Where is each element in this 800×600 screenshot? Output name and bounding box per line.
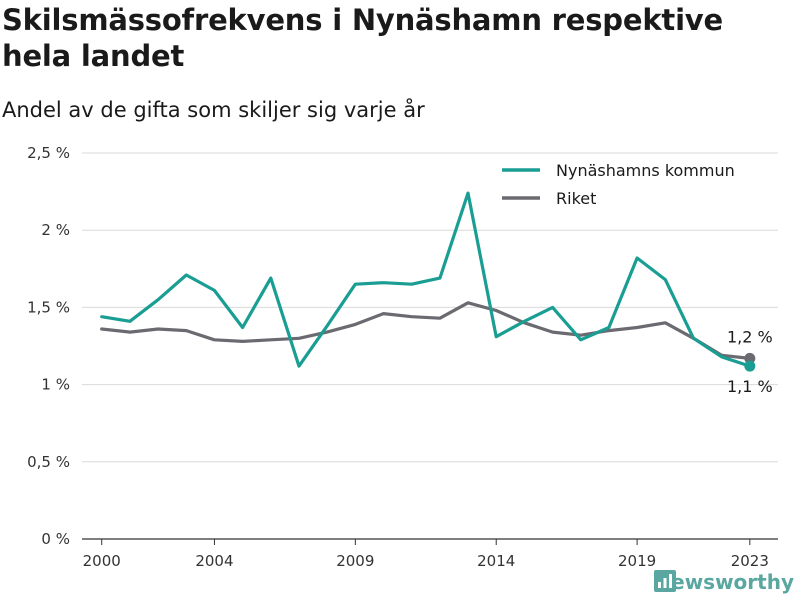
legend-label-kommun: Nynäshamns kommun <box>556 161 735 180</box>
y-tick-label: 0 % <box>41 530 70 548</box>
x-tick-label: 2019 <box>618 552 656 570</box>
y-tick-label: 2 % <box>41 221 70 239</box>
x-tick-label: 2009 <box>336 552 374 570</box>
end-point-kommun <box>744 360 756 372</box>
chart-subtitle: Andel av de gifta som skiljer sig varje … <box>2 98 425 122</box>
legend: Nynäshamns kommun Riket <box>502 161 735 208</box>
end-labels: 1,2 % 1,1 % <box>727 327 773 396</box>
y-axis-ticks: 0 % 0,5 % 1 % 1,5 % 2 % 2,5 % <box>27 144 70 548</box>
legend-label-riket: Riket <box>556 189 596 208</box>
x-tick-label: 2004 <box>195 552 233 570</box>
y-tick-label: 0,5 % <box>27 453 70 471</box>
brand-name: Newsworthy <box>654 570 794 594</box>
x-tick-label: 2000 <box>83 552 121 570</box>
newsworthy-icon <box>654 570 677 592</box>
end-point-riket <box>744 352 756 364</box>
y-tick-label: 1,5 % <box>27 298 70 316</box>
y-tick-label: 1 % <box>41 376 70 394</box>
chart-title: Skilsmässofrekvens i Nynäshamn respektiv… <box>2 3 723 73</box>
gridlines <box>82 152 778 540</box>
y-tick-label: 2,5 % <box>27 144 70 162</box>
x-tick-label: 2014 <box>477 552 515 570</box>
series-line-kommun <box>100 191 752 368</box>
series-line-riket <box>100 301 752 360</box>
end-label-kommun: 1,1 % <box>727 377 773 396</box>
end-label-riket: 1,2 % <box>727 327 773 346</box>
x-axis: 2000 2004 2009 2014 2019 2023 <box>83 539 769 570</box>
x-tick-label: 2023 <box>731 552 769 570</box>
series-lines <box>100 191 756 372</box>
brand-logo: Newsworthy <box>654 570 794 594</box>
